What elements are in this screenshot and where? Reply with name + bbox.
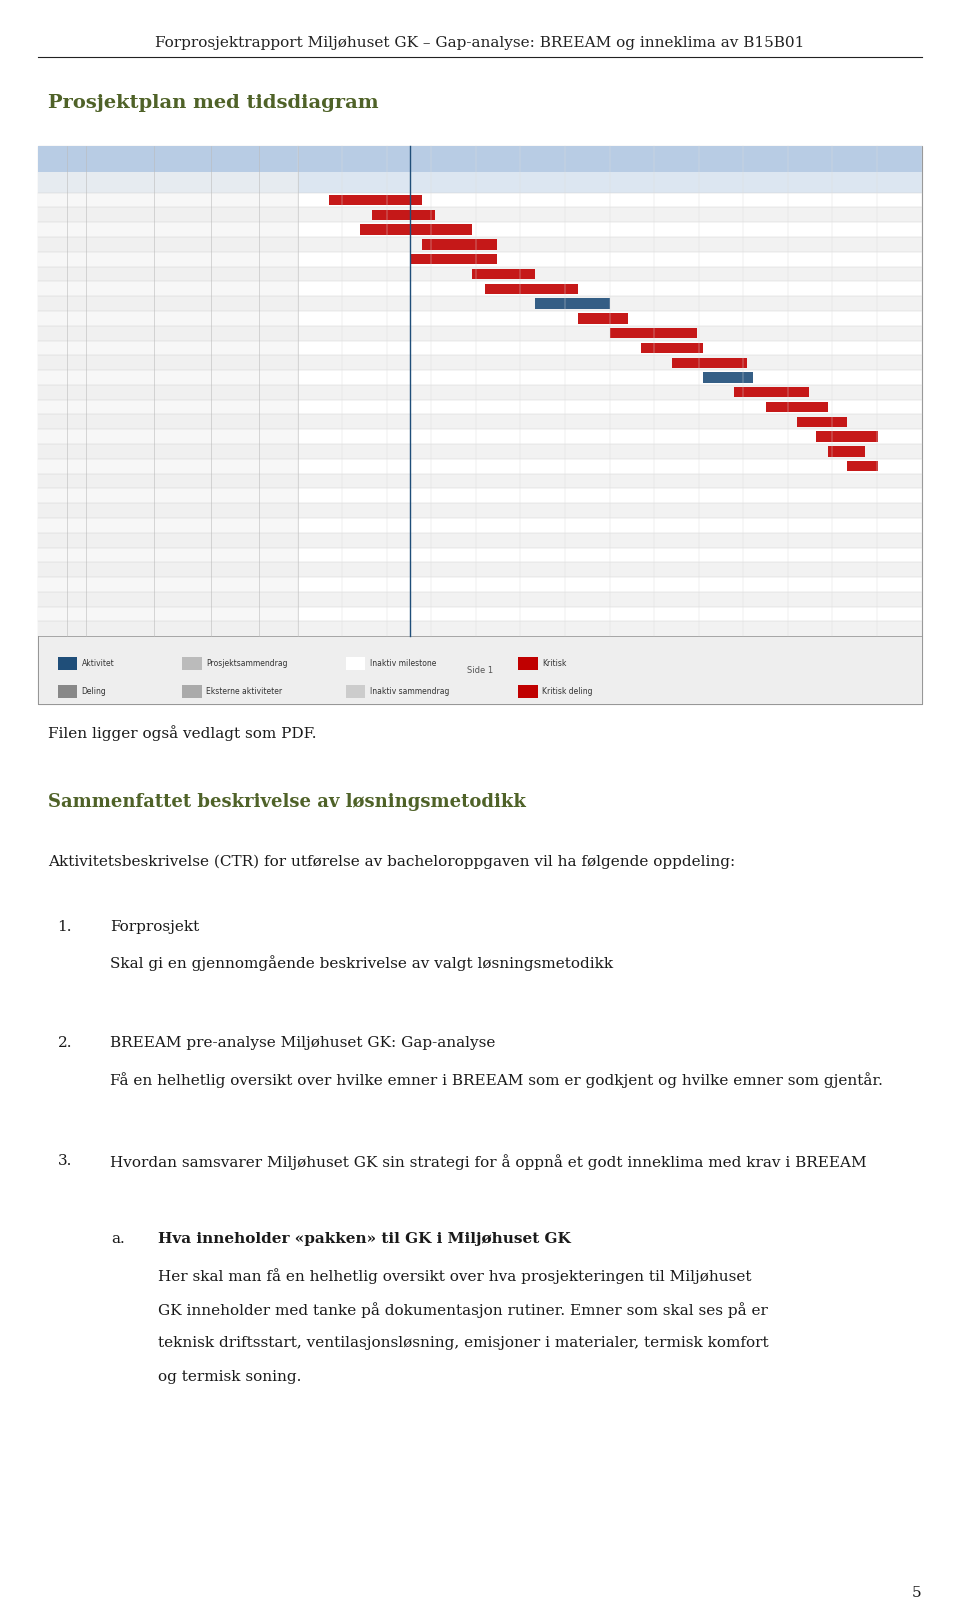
Text: a.: a. (111, 1232, 125, 1247)
FancyBboxPatch shape (38, 504, 922, 518)
FancyBboxPatch shape (38, 414, 922, 429)
FancyBboxPatch shape (38, 622, 922, 636)
FancyBboxPatch shape (38, 236, 922, 253)
FancyBboxPatch shape (38, 444, 922, 458)
Text: Hva inneholder «pakken» til GK i Miljøhuset GK: Hva inneholder «pakken» til GK i Miljøhu… (158, 1232, 571, 1247)
Text: Aktivitetsbeskrivelse (CTR) for utførelse av bacheloroppgaven vil ha følgende op: Aktivitetsbeskrivelse (CTR) for utførels… (48, 855, 735, 869)
FancyBboxPatch shape (38, 325, 922, 340)
FancyBboxPatch shape (360, 225, 472, 235)
Text: Hvordan samsvarer Miljøhuset GK sin strategi for å oppnå et godt inneklima med k: Hvordan samsvarer Miljøhuset GK sin stra… (110, 1154, 867, 1171)
FancyBboxPatch shape (38, 253, 922, 267)
FancyBboxPatch shape (38, 311, 922, 325)
FancyBboxPatch shape (38, 607, 922, 622)
FancyBboxPatch shape (38, 533, 922, 547)
Text: Prosjektsammendrag: Prosjektsammendrag (206, 659, 288, 669)
Text: Eksterne aktiviteter: Eksterne aktiviteter (206, 686, 282, 696)
FancyBboxPatch shape (38, 172, 922, 193)
Text: 3.: 3. (58, 1154, 72, 1169)
FancyBboxPatch shape (828, 447, 866, 457)
FancyBboxPatch shape (38, 296, 922, 311)
Text: BREEAM pre-analyse Miljøhuset GK: Gap-analyse: BREEAM pre-analyse Miljøhuset GK: Gap-an… (110, 1036, 495, 1051)
FancyBboxPatch shape (38, 193, 922, 207)
FancyBboxPatch shape (38, 518, 922, 533)
FancyBboxPatch shape (38, 385, 922, 400)
Text: teknisk driftsstart, ventilasjonsløsning, emisjoner i materialer, termisk komfor: teknisk driftsstart, ventilasjonsløsning… (158, 1336, 769, 1350)
FancyBboxPatch shape (38, 282, 922, 296)
FancyBboxPatch shape (847, 461, 878, 471)
FancyBboxPatch shape (38, 146, 922, 172)
FancyBboxPatch shape (38, 458, 922, 474)
FancyBboxPatch shape (346, 657, 365, 670)
Text: Få en helhetlig oversikt over hvilke emner i BREEAM som er godkjent og hvilke em: Få en helhetlig oversikt over hvilke emn… (110, 1072, 883, 1088)
FancyBboxPatch shape (38, 429, 922, 444)
FancyBboxPatch shape (535, 298, 610, 309)
Text: Forprosjektrapport Miljøhuset GK – Gap-analyse: BREEAM og inneklima av B15B01: Forprosjektrapport Miljøhuset GK – Gap-a… (156, 36, 804, 50)
Text: Inaktiv sammendrag: Inaktiv sammendrag (370, 686, 449, 696)
FancyBboxPatch shape (485, 283, 578, 295)
FancyBboxPatch shape (58, 657, 77, 670)
Text: Filen ligger også vedlagt som PDF.: Filen ligger også vedlagt som PDF. (48, 725, 317, 742)
FancyBboxPatch shape (766, 402, 828, 413)
FancyBboxPatch shape (182, 685, 202, 698)
FancyBboxPatch shape (518, 657, 538, 670)
FancyBboxPatch shape (641, 343, 703, 353)
Text: 5: 5 (912, 1585, 922, 1600)
Text: Prosjektplan med tidsdiagram: Prosjektplan med tidsdiagram (48, 94, 378, 112)
FancyBboxPatch shape (410, 254, 497, 264)
FancyBboxPatch shape (815, 432, 877, 442)
FancyBboxPatch shape (38, 207, 922, 222)
FancyBboxPatch shape (703, 372, 754, 382)
Text: Deling: Deling (82, 686, 107, 696)
Text: 2.: 2. (58, 1036, 72, 1051)
Text: GK inneholder med tanke på dokumentasjon rutiner. Emner som skal ses på er: GK inneholder med tanke på dokumentasjon… (158, 1302, 768, 1318)
FancyBboxPatch shape (182, 657, 202, 670)
FancyBboxPatch shape (38, 371, 922, 385)
Text: Side 1: Side 1 (467, 665, 493, 675)
FancyBboxPatch shape (38, 593, 922, 607)
FancyBboxPatch shape (610, 329, 697, 338)
FancyBboxPatch shape (38, 340, 922, 355)
FancyBboxPatch shape (38, 547, 922, 562)
Text: Aktivitet: Aktivitet (82, 659, 114, 669)
Text: 1.: 1. (58, 920, 72, 934)
Text: Kritisk: Kritisk (542, 659, 566, 669)
FancyBboxPatch shape (38, 576, 922, 593)
Text: Forprosjekt: Forprosjekt (110, 920, 200, 934)
FancyBboxPatch shape (38, 636, 922, 704)
FancyBboxPatch shape (38, 400, 922, 414)
FancyBboxPatch shape (38, 489, 922, 504)
FancyBboxPatch shape (328, 194, 422, 206)
Text: Her skal man få en helhetlig oversikt over hva prosjekteringen til Miljøhuset: Her skal man få en helhetlig oversikt ov… (158, 1268, 752, 1284)
Text: Kritisk deling: Kritisk deling (542, 686, 593, 696)
FancyBboxPatch shape (38, 355, 922, 371)
FancyBboxPatch shape (578, 312, 629, 324)
Text: Inaktiv milestone: Inaktiv milestone (370, 659, 436, 669)
FancyBboxPatch shape (472, 269, 535, 278)
FancyBboxPatch shape (58, 685, 77, 698)
Text: Skal gi en gjennomgående beskrivelse av valgt løsningsmetodikk: Skal gi en gjennomgående beskrivelse av … (110, 955, 613, 971)
FancyBboxPatch shape (38, 562, 922, 576)
FancyBboxPatch shape (672, 358, 747, 368)
FancyBboxPatch shape (372, 210, 435, 220)
FancyBboxPatch shape (38, 474, 922, 489)
FancyBboxPatch shape (38, 172, 298, 636)
FancyBboxPatch shape (797, 416, 847, 427)
FancyBboxPatch shape (346, 685, 365, 698)
FancyBboxPatch shape (734, 387, 809, 397)
FancyBboxPatch shape (518, 685, 538, 698)
Text: Sammenfattet beskrivelse av løsningsmetodikk: Sammenfattet beskrivelse av løsningsmeto… (48, 793, 526, 811)
FancyBboxPatch shape (38, 146, 922, 704)
FancyBboxPatch shape (38, 267, 922, 282)
FancyBboxPatch shape (38, 222, 922, 236)
FancyBboxPatch shape (422, 240, 497, 249)
Text: og termisk soning.: og termisk soning. (158, 1370, 301, 1384)
